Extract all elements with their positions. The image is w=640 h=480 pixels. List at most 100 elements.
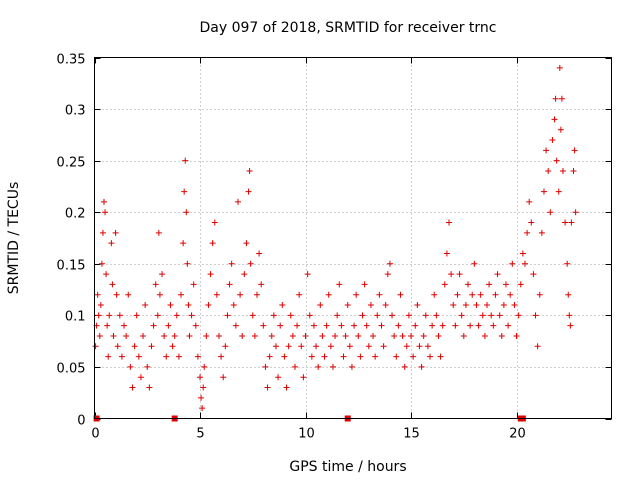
data-point: [171, 332, 178, 339]
data-point: [405, 312, 412, 319]
data-point: [471, 260, 478, 267]
data-point: [393, 353, 400, 360]
data-point: [163, 353, 170, 360]
data-point: [342, 332, 349, 339]
data-point: [473, 302, 480, 309]
data-point: [374, 312, 381, 319]
data-point: [313, 343, 320, 350]
data-point: [94, 291, 101, 298]
data-point: [146, 384, 153, 391]
data-point: [294, 322, 301, 329]
data-point: [532, 312, 539, 319]
data-point: [175, 353, 182, 360]
x-tick-label: 0: [91, 427, 99, 442]
data-point: [412, 322, 419, 329]
data-point: [185, 302, 192, 309]
data-point: [97, 302, 104, 309]
data-point: [433, 312, 440, 319]
data-point: [96, 332, 103, 339]
data-point: [203, 332, 210, 339]
data-point: [315, 363, 322, 370]
data-point: [325, 291, 332, 298]
data-point: [133, 312, 140, 319]
data-point: [395, 322, 402, 329]
data-point: [515, 312, 522, 319]
data-point: [218, 353, 225, 360]
data-point: [277, 322, 284, 329]
data-point: [197, 374, 204, 381]
data-point: [213, 291, 220, 298]
plot-frame: [94, 57, 612, 419]
data-point: [207, 271, 214, 278]
data-point: [184, 260, 191, 267]
data-point: [456, 271, 463, 278]
data-point: [234, 198, 241, 205]
data-point: [564, 260, 571, 267]
data-point: [568, 219, 575, 226]
data-point: [144, 363, 151, 370]
data-point: [450, 302, 457, 309]
data-point: [300, 374, 307, 381]
data-point: [129, 384, 136, 391]
data-point: [543, 147, 550, 154]
data-point: [494, 271, 501, 278]
data-point: [182, 157, 189, 164]
data-point: [538, 229, 545, 236]
data-point: [159, 271, 166, 278]
data-point: [169, 343, 176, 350]
data-point: [344, 302, 351, 309]
data-point: [264, 384, 271, 391]
data-point: [559, 167, 566, 174]
data-point: [382, 302, 389, 309]
data-point: [475, 322, 482, 329]
data-point: [228, 260, 235, 267]
data-point: [519, 250, 526, 257]
data-point: [367, 302, 374, 309]
data-point: [571, 147, 578, 154]
data-point: [216, 332, 223, 339]
data-point: [446, 219, 453, 226]
data-point: [376, 291, 383, 298]
data-point: [348, 363, 355, 370]
data-point: [353, 291, 360, 298]
data-point: [346, 343, 353, 350]
data-point: [481, 332, 488, 339]
axis-ticks: 0 0.05 0.1 0.15 0.2 0.25 0.3 0.35 0 5 10 15 20: [57, 53, 612, 442]
data-point: [460, 332, 467, 339]
data-point: [131, 343, 138, 350]
data-point: [552, 95, 559, 102]
data-point: [338, 322, 345, 329]
data-point: [551, 116, 558, 123]
data-point: [127, 363, 134, 370]
data-point: [386, 260, 393, 267]
data-point: [165, 322, 172, 329]
data-point: [490, 322, 497, 329]
data-point: [155, 229, 162, 236]
data-point: [306, 312, 313, 319]
data-point: [370, 332, 377, 339]
data-point: [260, 322, 267, 329]
x-axis-label: GPS time / hours: [289, 459, 406, 475]
data-point: [125, 291, 132, 298]
data-point: [477, 291, 484, 298]
data-point: [408, 332, 415, 339]
data-point: [467, 322, 474, 329]
data-point: [513, 332, 520, 339]
data-point: [418, 363, 425, 370]
data-point: [427, 353, 434, 360]
data-point: [194, 353, 201, 360]
data-point: [113, 291, 120, 298]
data-point: [424, 343, 431, 350]
data-series: [92, 64, 579, 412]
data-point: [397, 291, 404, 298]
x-tick-label: 15: [403, 427, 420, 442]
data-point: [92, 343, 99, 350]
data-point: [340, 353, 347, 360]
data-point: [190, 281, 197, 288]
data-point: [553, 157, 560, 164]
y-tick-label: 0.1: [65, 310, 86, 325]
data-point: [181, 188, 188, 195]
data-point: [270, 312, 277, 319]
data-point: [200, 384, 207, 391]
